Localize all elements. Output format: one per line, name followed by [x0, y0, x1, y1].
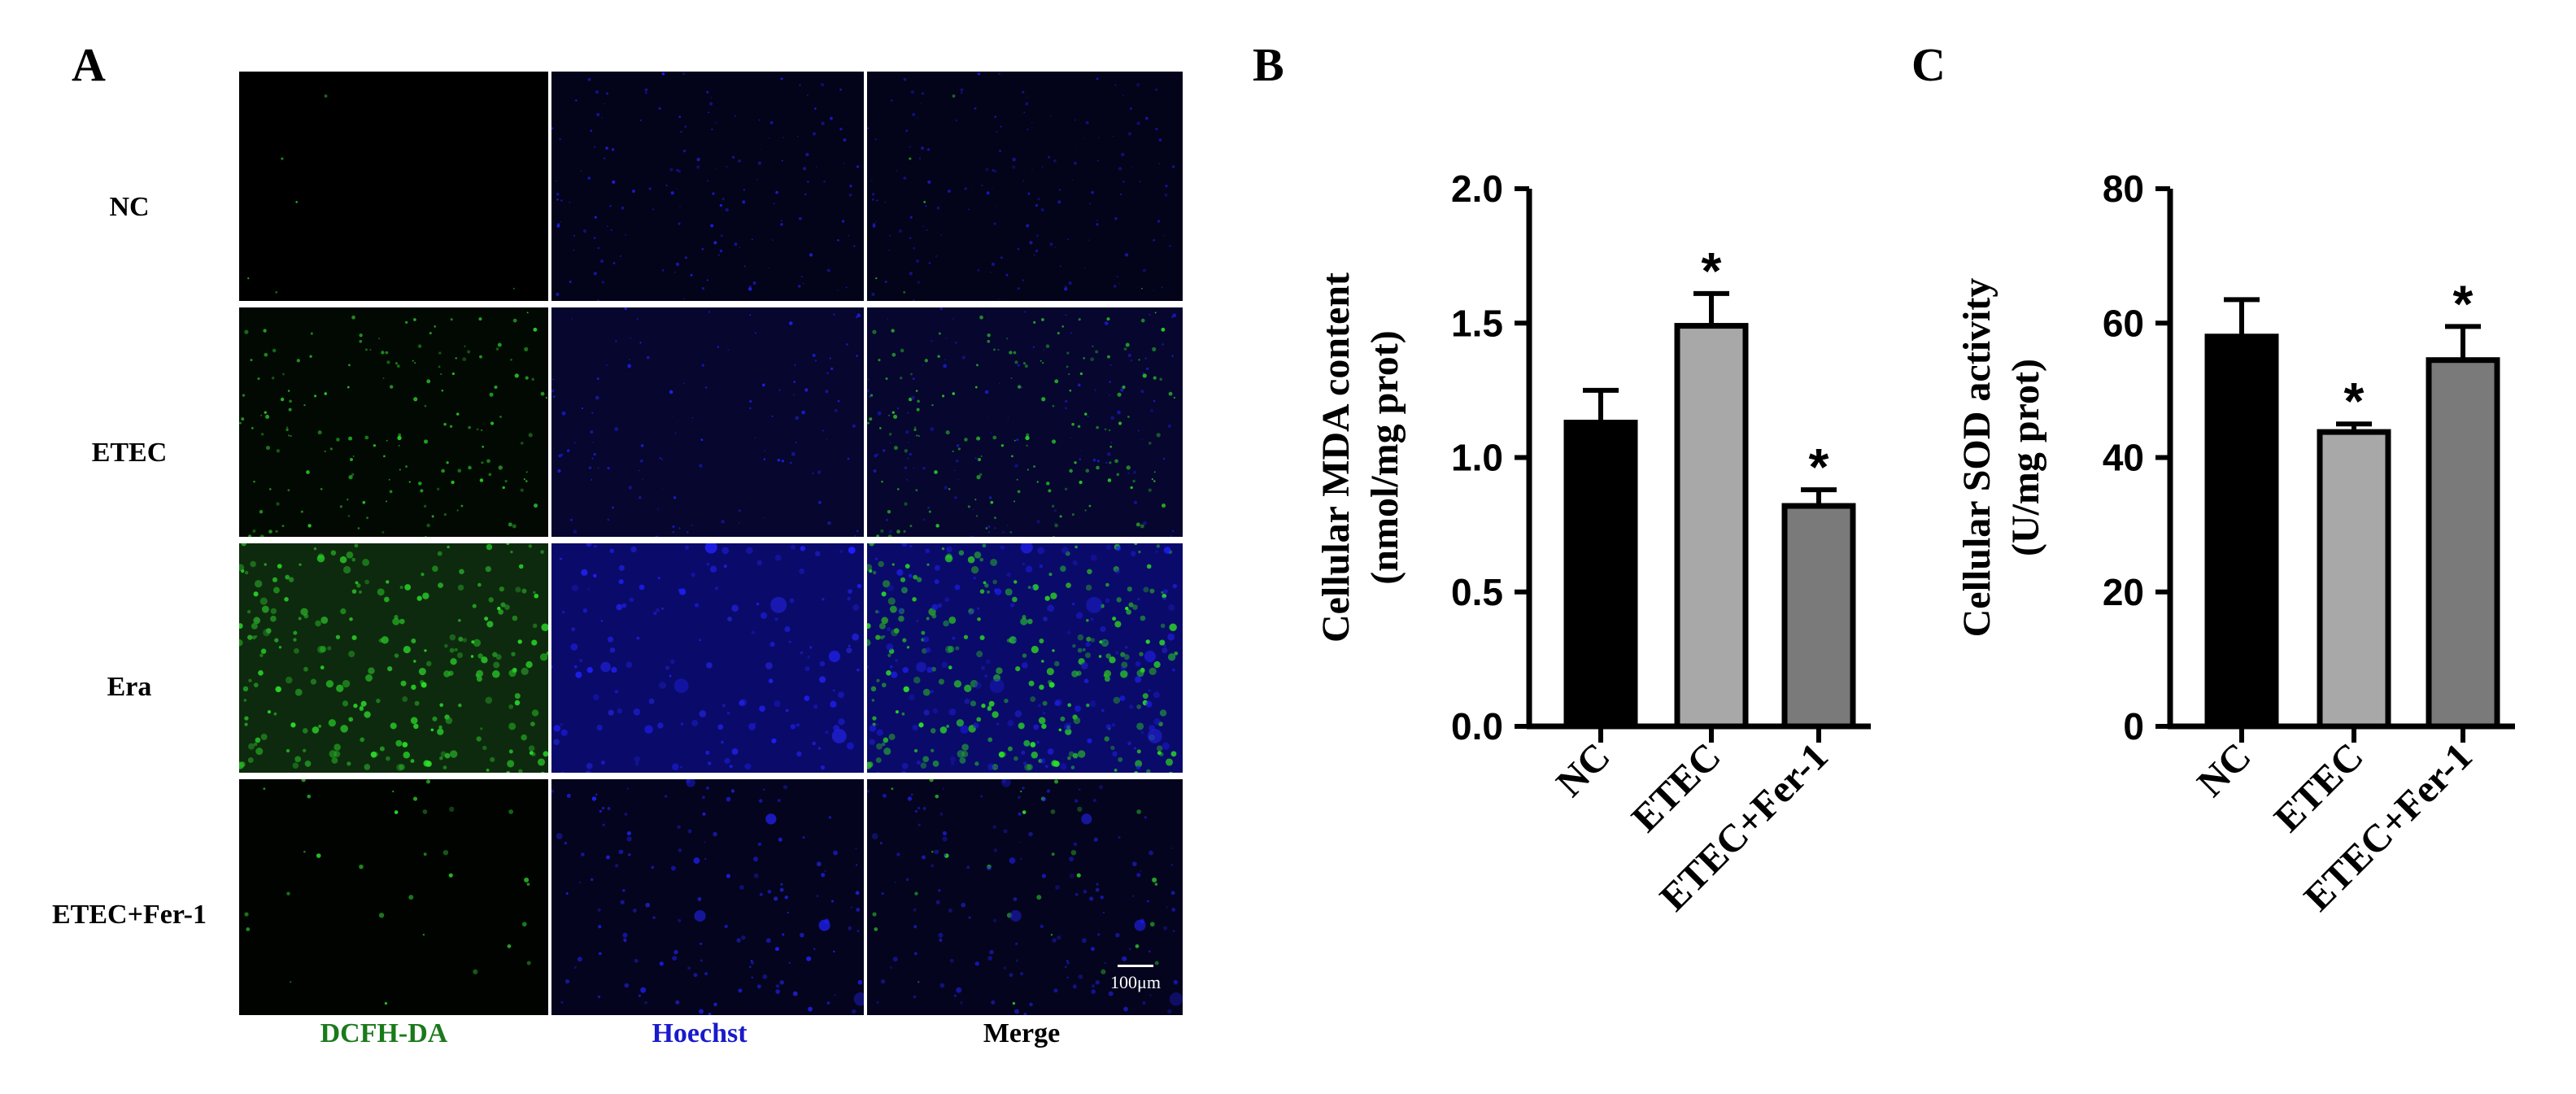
y-tick-label: 0	[2123, 705, 2144, 747]
x-tick-label: ETEC	[1624, 734, 1729, 840]
panel-label-c: C	[1911, 38, 1946, 91]
significance-marker: *	[2344, 372, 2365, 430]
y-tick-label: 20	[2103, 571, 2144, 613]
row-label-etec-fer1: ETEC+Fer-1	[52, 900, 207, 930]
significance-marker: *	[2453, 274, 2474, 333]
x-tick-label: NC	[1548, 734, 1618, 804]
tile-nc-merge	[867, 72, 1183, 301]
tile-era-merge	[867, 543, 1183, 773]
row-label-nc: NC	[109, 192, 150, 222]
row-label-etec: ETEC	[91, 438, 168, 468]
y-axis-label: Cellular MDA content	[1314, 272, 1358, 643]
tile-era-hoechst	[551, 543, 864, 773]
y-tick-label: 40	[2103, 437, 2144, 479]
tile-etec-merge	[867, 307, 1183, 537]
tile-fer1-dcfh	[239, 779, 548, 1015]
y-tick-label: 1.0	[1451, 437, 1503, 479]
significance-marker: *	[1702, 242, 1722, 300]
tile-etec-hoechst	[551, 307, 864, 537]
tile-era-dcfh	[239, 543, 548, 773]
y-tick-label: 0.5	[1451, 571, 1503, 613]
chart-1: 0 20 40 60 80 Cellular SOD activity (U/mg prot…	[1955, 168, 2515, 919]
panel-label-b: B	[1253, 38, 1284, 91]
chart-0: 0.0 0.5 1.0 1.5 2.0 Cellular MDA content (nmol…	[1314, 168, 1871, 919]
panel-label-a: A	[72, 38, 106, 91]
tile-nc-dcfh	[239, 72, 548, 301]
bar-etec-fer-1	[1781, 503, 1856, 730]
y-axis-unit-label: (nmol/mg prot)	[1363, 330, 1406, 584]
y-tick-label: 2.0	[1451, 168, 1503, 210]
bar-etec	[1674, 323, 1749, 730]
y-axis-unit-label: (U/mg prot)	[2004, 359, 2047, 556]
bar-etec	[2317, 429, 2391, 730]
tile-fer1-hoechst	[551, 779, 864, 1015]
x-tick-label: ETEC+Fer-1	[2296, 734, 2481, 919]
x-tick-label: NC	[2189, 734, 2259, 804]
bar-etec-fer-1	[2426, 357, 2500, 730]
col-label-merge: Merge	[983, 1018, 1061, 1048]
y-axis-label: Cellular SOD activity	[1955, 278, 1998, 638]
tile-nc-hoechst	[551, 72, 864, 301]
col-label-hoechst: Hoechst	[652, 1018, 748, 1048]
x-tick-label: ETEC	[2266, 734, 2372, 840]
micrograph-grid: 100μm	[239, 72, 1183, 1015]
bar-nc	[2204, 333, 2279, 730]
x-tick-label: ETEC+Fer-1	[1652, 734, 1837, 919]
y-tick-label: 0.0	[1451, 705, 1503, 747]
scale-bar-line	[1118, 965, 1153, 967]
tile-fer1-merge: 100μm	[867, 779, 1183, 1015]
bar-nc	[1563, 420, 1638, 730]
scale-bar-label: 100μm	[1110, 972, 1161, 992]
row-label-era: Era	[107, 672, 152, 702]
y-tick-label: 60	[2103, 302, 2144, 344]
scale-bar: 100μm	[1103, 965, 1168, 993]
y-tick-label: 80	[2103, 168, 2144, 210]
significance-marker: *	[1809, 438, 1829, 496]
y-tick-label: 1.5	[1451, 302, 1503, 344]
col-label-dcfh: DCFH-DA	[320, 1018, 448, 1048]
tile-etec-dcfh	[239, 307, 548, 537]
